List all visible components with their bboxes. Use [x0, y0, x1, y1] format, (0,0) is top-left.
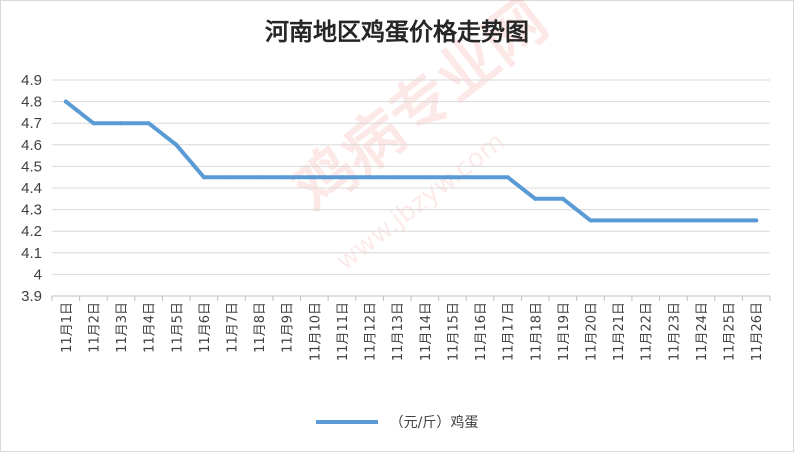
- x-tick-label: 11月24日: [695, 302, 710, 361]
- chart-title: 河南地区鸡蛋价格走势图: [265, 17, 529, 46]
- data-point: [533, 196, 538, 201]
- data-point: [560, 196, 565, 201]
- x-tick-label: 11月9日: [281, 302, 296, 353]
- legend: （元/斤）鸡蛋: [0, 410, 794, 434]
- y-tick-label: 4.5: [21, 158, 42, 175]
- data-point: [395, 175, 400, 180]
- data-point: [616, 218, 621, 223]
- legend-label: （元/斤）鸡蛋: [389, 415, 479, 431]
- y-tick-label: 4.9: [21, 72, 42, 89]
- data-point: [119, 121, 124, 126]
- data-point: [726, 218, 731, 223]
- y-axis-ticks: 3.9 4 4.1 4.2 4.3 4.4 4.5 4.6 4.7 4.8 4.9: [21, 72, 42, 305]
- y-tick-label: 4.7: [21, 115, 42, 132]
- y-tick-label: 4.1: [21, 245, 42, 262]
- x-tick-label: 11月4日: [143, 302, 158, 353]
- gridlines: [52, 79, 770, 297]
- x-tick-label: 11月15日: [446, 302, 461, 361]
- y-tick-label: 4: [34, 266, 42, 283]
- y-tick-label: 4.8: [21, 94, 42, 111]
- series-line: [63, 99, 759, 223]
- x-tick-label: 11月3日: [115, 302, 130, 353]
- x-tick-label: 11月6日: [198, 302, 213, 353]
- data-point: [284, 175, 289, 180]
- x-tick-label: 11月16日: [474, 302, 489, 361]
- data-point: [229, 175, 234, 180]
- y-tick-label: 4.6: [21, 137, 42, 154]
- data-point: [339, 175, 344, 180]
- x-tick-label: 11月20日: [585, 302, 600, 361]
- data-point: [91, 121, 96, 126]
- x-tick-label: 11月7日: [226, 302, 241, 353]
- x-tick-label: 11月12日: [364, 302, 379, 361]
- x-axis-ticks: 11月1日 11月2日 11月3日 11月4日 11月5日 11月6日 11月7日 11月8日…: [60, 302, 765, 361]
- x-tick-label: 11月22日: [640, 302, 655, 361]
- x-tick-label: 11月2日: [87, 302, 102, 353]
- data-point: [698, 218, 703, 223]
- data-point: [367, 175, 372, 180]
- x-tick-label: 11月13日: [391, 302, 406, 361]
- x-tick-label: 11月18日: [529, 302, 544, 361]
- legend-swatch: [315, 420, 378, 424]
- x-tick-label: 11月23日: [667, 302, 682, 361]
- data-point: [63, 99, 68, 104]
- y-tick-label: 4.2: [21, 223, 42, 240]
- data-point: [505, 175, 510, 180]
- y-tick-label: 4.4: [21, 180, 42, 197]
- data-point: [754, 218, 759, 223]
- data-point: [643, 218, 648, 223]
- x-tick-label: 11月25日: [723, 302, 738, 361]
- data-point: [671, 218, 676, 223]
- data-point: [146, 121, 151, 126]
- x-tick-label: 11月5日: [170, 302, 185, 353]
- x-tick-label: 11月26日: [750, 302, 765, 361]
- x-axis: [51, 295, 771, 301]
- x-tick-label: 11月8日: [253, 302, 268, 353]
- data-point: [450, 175, 455, 180]
- data-point: [422, 175, 427, 180]
- y-tick-label: 4.3: [21, 202, 42, 219]
- series-lines: [63, 99, 759, 223]
- x-tick-label: 11月11日: [336, 302, 351, 361]
- x-tick-label: 11月1日: [60, 302, 75, 353]
- y-tick-label: 3.9: [21, 288, 42, 305]
- data-point: [201, 175, 206, 180]
- data-point: [174, 142, 179, 147]
- x-tick-label: 11月10日: [308, 302, 323, 361]
- x-tick-label: 11月21日: [612, 302, 627, 361]
- x-tick-label: 11月19日: [557, 302, 572, 361]
- data-point: [312, 175, 317, 180]
- data-point: [257, 175, 262, 180]
- x-tick-label: 11月17日: [502, 302, 517, 361]
- data-point: [588, 218, 593, 223]
- x-tick-label: 11月14日: [419, 302, 434, 361]
- data-point: [478, 175, 483, 180]
